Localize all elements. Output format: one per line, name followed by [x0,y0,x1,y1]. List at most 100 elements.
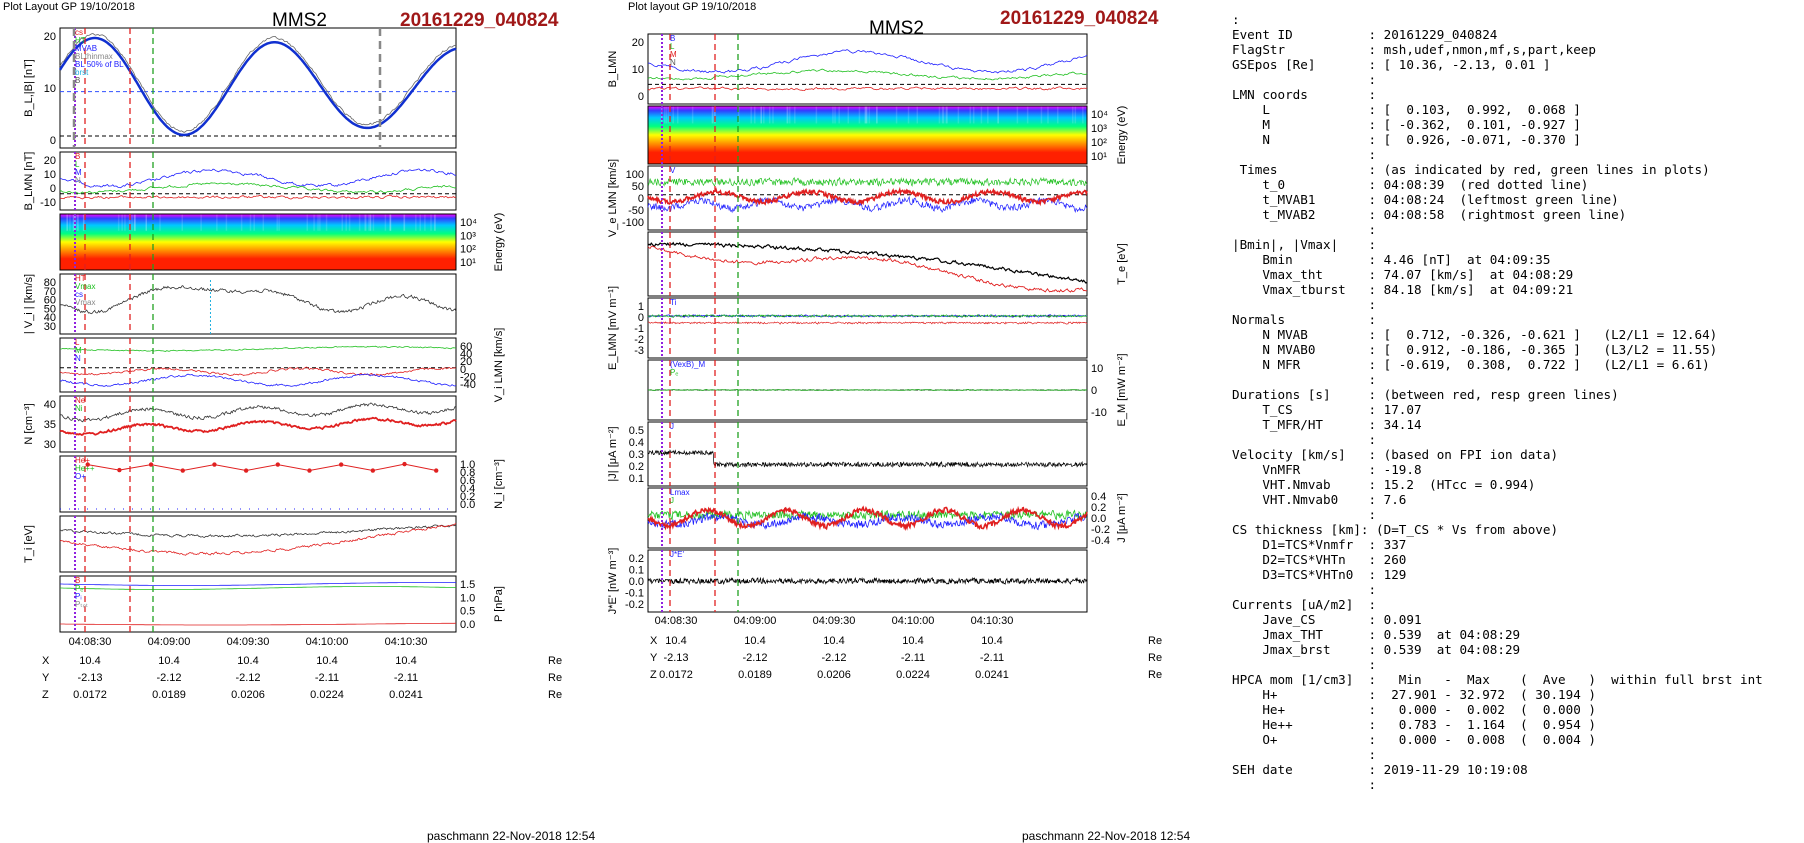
right-electron-spectrogram-streak [864,106,866,124]
right-coord-value: 10.4 [665,635,686,647]
left-ion-spectrogram-streak [403,214,405,231]
left-coord-value: 10.4 [158,655,179,667]
left-tick-label: 20 [44,155,56,167]
left-ion-spectrogram-streak [121,214,123,231]
right-footer: paschmann 22-Nov-2018 12:54 [1022,829,1191,843]
left-tick-label: 80 [44,277,56,289]
info-line: Jmax_brst : 0.539 at 04:08:29 [1232,642,1521,657]
left-tick-label: 0.4 [460,483,475,495]
BL-component-line [59,168,457,189]
left-tick-label: 0 [50,135,56,147]
left-legend-entry: N [75,354,81,363]
right-time-tick-label: 04:10:00 [892,615,935,627]
HePP-data-point [434,468,439,473]
left-ylabel: B_LMN [nT] [23,152,35,211]
right-electron-spectrogram-streak [787,106,789,124]
right-electron-spectrogram-streak [1082,106,1084,124]
right-electron-spectrogram-streak [832,106,834,124]
info-line: M : [ -0.362, 0.101, -0.927 ] [1232,117,1581,132]
left-ion-spectrogram-streak [424,214,426,231]
left-coord-value: 0.0224 [310,689,344,701]
left-tick-label: 50 [44,303,56,315]
left-ion-spectrogram-streak [133,214,136,231]
EM-component-line [647,314,1088,318]
Te-par-line [647,241,1088,284]
right-electron-spectrogram-streak [714,106,716,124]
left-time-tick-label: 04:10:00 [306,636,349,648]
left-coord-value: 0.0241 [389,689,423,701]
left-ion-spectrogram-streak [369,214,372,231]
left-tick-label: 0.5 [460,606,475,618]
left-tick-label: 70 [44,286,56,298]
right-ylabel: J [μA m⁻²] [1116,493,1128,542]
BL-series-line [58,36,457,137]
info-line: N MFR : [ -0.619, 0.308, 0.722 ] (L2/L1 … [1232,357,1710,372]
right-electron-spectrogram-streak [834,106,836,124]
left-tick-label: 40 [44,312,56,324]
info-line: GSEpos [Re] : [ 10.36, -2.13, 0.01 ] [1232,57,1551,72]
info-line: Times : (as indicated by red, green line… [1232,162,1710,177]
right-coord-axis-label: Z [650,669,657,681]
info-line: T_MFR/HT : 34.14 [1232,417,1422,432]
right-electron-spectrogram-streak [876,106,878,124]
left-tick-label: -10 [40,197,56,209]
left-tick-label: 0.2 [460,491,475,503]
right-tick-label: -2 [634,334,644,346]
left-coord-value: 0.0206 [231,689,265,701]
left-ion-spectrogram-streak [253,214,255,231]
right-tick-label: 10¹ [1091,151,1107,163]
right-tick-label: 0.4 [1091,491,1106,503]
left-ion-spectrogram-streak [249,214,252,231]
right-electron-spectrogram-streak [664,106,666,124]
absB-series-line [59,33,457,133]
right-electron-spectrogram-streak [815,106,818,124]
left-ylabel: V_i LMN [km/s] [493,328,505,403]
left-ion-spectrogram [60,214,456,270]
right-electron-spectrogram-streak [672,106,674,124]
left-legend-entry: Pₜₒₜ [75,600,88,609]
right-electron-spectrogram-streak [895,106,898,124]
Ne-series-line [59,416,457,437]
left-tick-label: 10⁴ [460,217,477,229]
HePP-data-point [85,462,90,467]
left-tick-label: 0.0 [460,619,475,631]
left-legend-entry: He++ [75,464,95,473]
left-tick-label: 1.5 [460,579,475,591]
right-electron-spectrogram-streak [665,106,668,124]
right-electron-spectrogram-streak [868,106,871,124]
right-tick-label: -0.2 [625,599,644,611]
left-tick-label: 10² [460,244,476,256]
right-electron-spectrogram-streak [858,106,861,124]
right-time-tick-label: 04:09:30 [813,615,856,627]
left-ion-spectrogram-streak [82,214,85,231]
right-panel-frame [647,105,1088,165]
info-line: : [1232,72,1377,87]
left-plot-header: Plot Layout GP 19/10/2018 [3,1,135,13]
left-legend-entry: B [75,576,80,585]
right-tick-label: 10 [1091,363,1103,375]
left-ylabel: N_i [cm⁻³] [493,459,505,509]
left-ion-spectrogram-streak [365,214,367,231]
left-coord-value: 10.4 [316,655,337,667]
left-ion-spectrogram-streak [345,214,347,231]
left-ion-spectrogram-streak [134,214,136,231]
VeM-component-line [647,186,1088,207]
left-coord-unit: Re [548,672,562,684]
left-ion-spectrogram-streak [69,214,71,231]
left-tick-label: 0 [50,183,56,195]
right-coord-value: 10.4 [823,635,844,647]
event-info-table: : Event ID : 20161229_040824 FlagStr : msh… [1232,12,1763,792]
left-tick-label: 60 [460,341,472,353]
left-spacecraft-title: MMS2 [272,10,327,31]
info-line: He++ : 0.783 - 1.164 ( 0.954 ) [1232,717,1596,732]
right-coord-value: -2.13 [663,652,688,664]
JL-component-line [647,512,1088,531]
right-electron-spectrogram-streak [738,106,740,124]
info-line: D2=TCS*VHTn : 260 [1232,552,1407,567]
left-tick-label: 1.0 [460,459,475,471]
right-legend-entry: J [670,496,674,505]
left-ion-spectrogram-streak [319,214,321,231]
Pe-series-line [60,622,457,626]
left-time-tick-label: 04:09:30 [227,636,270,648]
right-electron-spectrogram-streak [997,106,999,124]
